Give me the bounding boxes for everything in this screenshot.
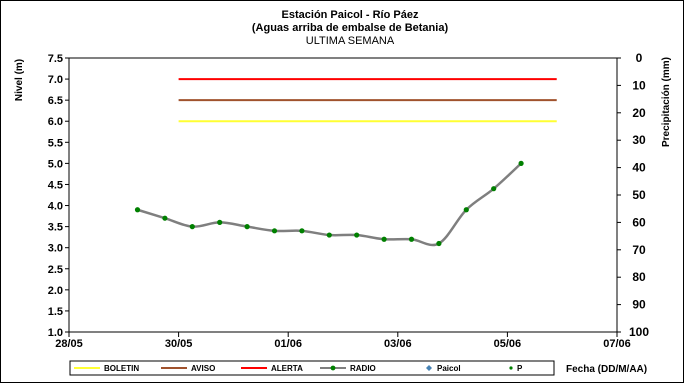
legend-box bbox=[69, 360, 555, 376]
radio-point bbox=[436, 240, 442, 247]
radio-point bbox=[408, 236, 415, 242]
x-axis: 28/05 30/05 01/06 03/06 05/06 07/06 bbox=[55, 332, 631, 350]
threshold-lines bbox=[178, 78, 557, 123]
y2-tick-label: 10 bbox=[632, 78, 646, 92]
legend-marker-radio bbox=[330, 365, 336, 371]
radio-point bbox=[354, 232, 360, 238]
y2-axis-label: Precipitación (mm) bbox=[661, 57, 672, 147]
x-axis-label: Fecha (DD/M/AA) bbox=[566, 364, 647, 375]
y-axis-left: 1.0 1.5 2.0 2.5 3.0 3.5 4.0 4.5 5.0 5.5 6.0 6.5 7.0 7… bbox=[48, 53, 69, 339]
radio-point bbox=[463, 207, 469, 213]
y-tick-label: 5.5 bbox=[48, 137, 63, 149]
y-tick-label: 3.0 bbox=[48, 243, 63, 255]
radio-point bbox=[189, 224, 195, 230]
radio-point bbox=[244, 224, 250, 230]
radio-point bbox=[271, 228, 278, 234]
y-tick-label: 5.0 bbox=[48, 158, 63, 170]
y2-tick-label: 100 bbox=[629, 325, 649, 339]
x-tick-label: 28/05 bbox=[55, 338, 83, 350]
y-tick-label: 4.5 bbox=[48, 179, 63, 191]
y2-tick-label: 50 bbox=[632, 188, 646, 202]
y2-tick-label: 20 bbox=[632, 106, 646, 120]
legend-label-boletin: BOLETIN bbox=[104, 364, 139, 373]
legend-marker-p bbox=[509, 366, 513, 370]
legend-label-paicol: Paicol bbox=[437, 364, 461, 373]
y-tick-label: 3.5 bbox=[48, 222, 63, 234]
radio-point bbox=[217, 219, 223, 225]
chart-subtitle: (Aguas arriba de embalse de Betania) bbox=[252, 22, 449, 34]
y2-tick-label: 0 bbox=[636, 51, 643, 65]
y-tick-label: 2.0 bbox=[48, 285, 63, 297]
y-axis-label: Nivel (m) bbox=[14, 59, 25, 101]
y2-tick-label: 60 bbox=[632, 215, 646, 229]
chart-period: ULTIMA SEMANA bbox=[306, 35, 395, 47]
y-tick-label: 7.0 bbox=[48, 74, 63, 86]
legend: BOLETIN AVISO ALERTA RADIO Paicol P bbox=[74, 364, 523, 373]
radio-point bbox=[326, 232, 332, 238]
y-tick-label: 1.5 bbox=[48, 306, 63, 318]
radio-point bbox=[381, 236, 387, 242]
chart-title: Estación Paicol - Río Páez bbox=[282, 9, 419, 21]
radio-point bbox=[491, 186, 497, 192]
y2-tick-label: 70 bbox=[632, 243, 646, 257]
y2-tick-label: 30 bbox=[632, 133, 646, 147]
radio-point bbox=[299, 228, 305, 234]
series-radio bbox=[134, 160, 524, 247]
y-tick-label: 4.0 bbox=[48, 201, 63, 213]
y-tick-label: 2.5 bbox=[48, 264, 63, 276]
legend-marker-paicol bbox=[426, 365, 432, 371]
plot-area bbox=[68, 57, 618, 333]
legend-label-alerta: ALERTA bbox=[271, 364, 303, 373]
legend-label-aviso: AVISO bbox=[191, 364, 215, 373]
x-tick-label: 05/06 bbox=[494, 338, 522, 350]
y-tick-label: 6.5 bbox=[48, 95, 63, 107]
y-tick-label: 1.0 bbox=[48, 327, 63, 339]
legend-label-p: P bbox=[517, 364, 523, 373]
x-tick-label: 01/06 bbox=[274, 338, 302, 350]
y2-tick-label: 40 bbox=[632, 161, 646, 175]
y-axis-right: 0 10 20 30 40 50 60 70 80 90 100 bbox=[617, 51, 649, 339]
y-tick-label: 6.0 bbox=[48, 116, 63, 128]
legend-label-radio: RADIO bbox=[350, 364, 376, 373]
x-tick-label: 03/06 bbox=[384, 338, 412, 350]
radio-point bbox=[134, 207, 141, 213]
radio-point bbox=[518, 160, 524, 166]
x-tick-label: 07/06 bbox=[603, 338, 631, 350]
radio-point bbox=[162, 215, 168, 221]
y2-tick-label: 80 bbox=[632, 270, 646, 284]
x-tick-label: 30/05 bbox=[165, 338, 193, 350]
y2-tick-label: 90 bbox=[632, 298, 646, 312]
y-tick-label: 7.5 bbox=[48, 53, 63, 65]
